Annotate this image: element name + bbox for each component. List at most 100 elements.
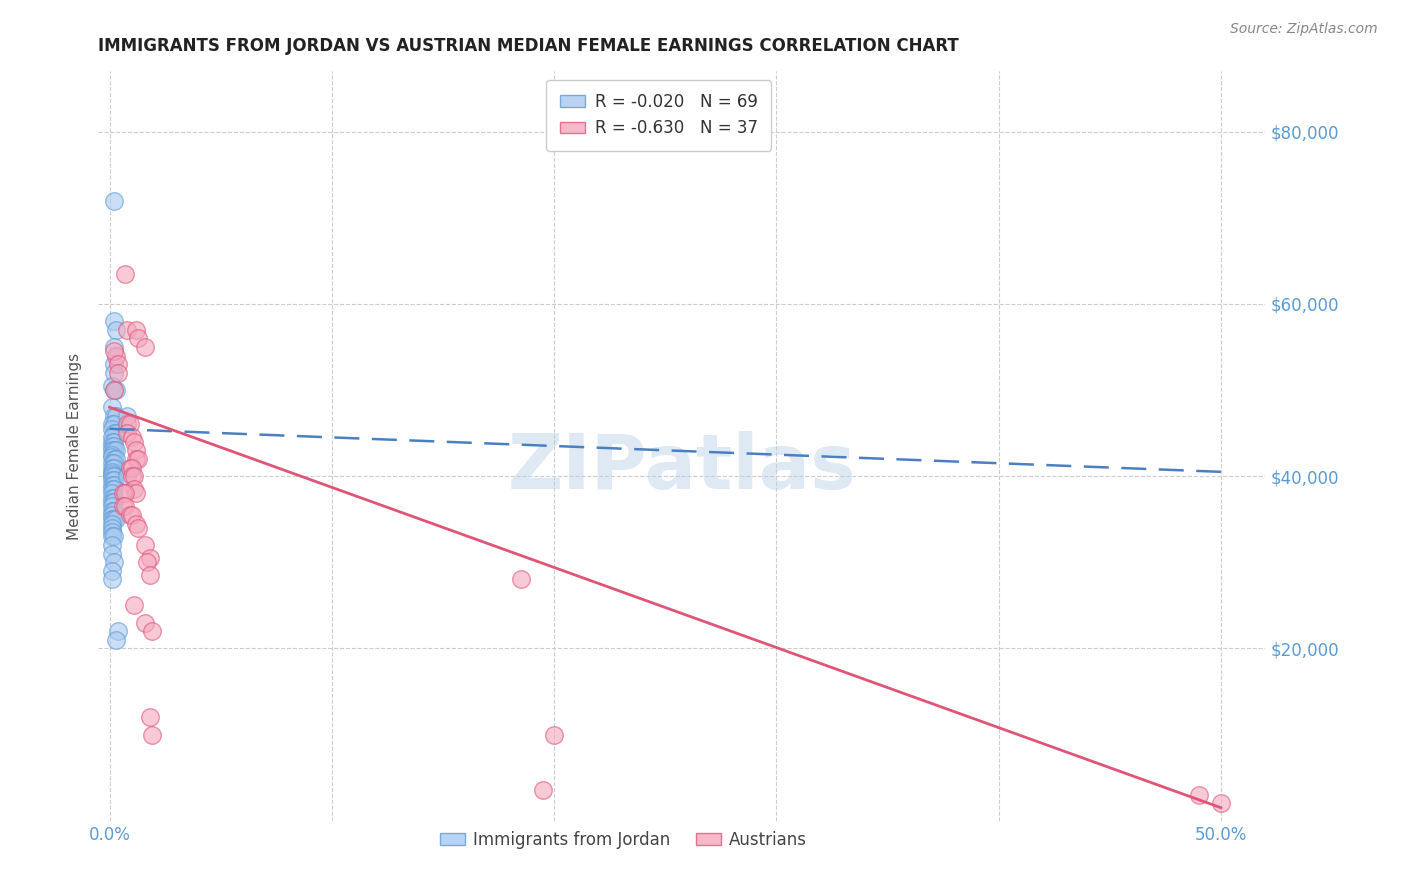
Point (103, 439, 125, 453)
Point (103, 443, 125, 458)
Point (114, 267, 136, 281)
Point (100, 529, 122, 543)
Point (103, 344, 125, 359)
Point (122, 599, 145, 613)
Point (100, 491, 122, 505)
Point (138, 551, 160, 566)
Point (100, 477, 122, 491)
Point (105, 443, 128, 458)
Point (100, 450, 122, 465)
Point (117, 409, 139, 423)
Point (100, 443, 122, 458)
Point (117, 469, 139, 483)
Point (117, 417, 139, 432)
Point (117, 323, 139, 337)
Point (103, 469, 125, 483)
Text: IMMIGRANTS FROM JORDAN VS AUSTRIAN MEDIAN FEMALE EARNINGS CORRELATION CHART: IMMIGRANTS FROM JORDAN VS AUSTRIAN MEDIA… (98, 37, 959, 54)
Point (100, 503, 122, 517)
Point (103, 383, 125, 397)
Point (100, 439, 122, 453)
Point (100, 460, 122, 475)
Point (100, 482, 122, 496)
Point (122, 434, 145, 449)
Point (1209, 797, 1232, 811)
Point (141, 624, 163, 639)
Point (100, 538, 122, 552)
Point (107, 624, 129, 639)
Point (103, 426, 125, 441)
Point (103, 503, 125, 517)
Point (531, 783, 554, 797)
Point (134, 538, 156, 552)
Legend: Immigrants from Jordan, Austrians: Immigrants from Jordan, Austrians (432, 822, 815, 857)
Point (1188, 788, 1211, 802)
Point (100, 430, 122, 444)
Point (105, 451, 128, 466)
Point (118, 460, 141, 475)
Point (103, 451, 125, 466)
Point (105, 323, 128, 337)
Point (100, 486, 122, 500)
Point (105, 512, 128, 526)
Point (103, 417, 125, 432)
Point (125, 323, 148, 337)
Point (125, 443, 148, 458)
Point (100, 525, 122, 540)
Point (100, 474, 122, 488)
Point (136, 555, 159, 569)
Point (107, 357, 129, 371)
Point (118, 508, 141, 522)
Point (125, 451, 148, 466)
Point (117, 426, 139, 441)
Point (103, 491, 125, 505)
Point (127, 521, 149, 535)
Point (103, 194, 125, 208)
Point (100, 521, 122, 535)
Point (103, 477, 125, 491)
Point (141, 727, 163, 741)
Point (118, 417, 141, 432)
Point (103, 460, 125, 475)
Point (103, 366, 125, 380)
Point (509, 573, 531, 587)
Point (100, 500, 122, 514)
Point (103, 409, 125, 423)
Point (103, 474, 125, 488)
Point (100, 547, 122, 561)
Point (103, 482, 125, 496)
Point (100, 512, 122, 526)
Point (125, 516, 148, 531)
Point (100, 422, 122, 436)
Point (100, 467, 122, 482)
Point (111, 486, 134, 500)
Point (121, 460, 143, 475)
Point (103, 434, 125, 449)
Point (127, 331, 149, 345)
Point (103, 456, 125, 470)
Point (125, 486, 148, 500)
Text: Source: ZipAtlas.com: Source: ZipAtlas.com (1230, 22, 1378, 37)
Point (100, 516, 122, 531)
Point (105, 409, 128, 423)
Point (100, 456, 122, 470)
Point (134, 340, 156, 354)
Point (100, 465, 122, 479)
Point (111, 500, 134, 514)
Point (100, 378, 122, 392)
Point (100, 401, 122, 415)
Point (103, 495, 125, 509)
Point (103, 555, 125, 569)
Point (103, 529, 125, 543)
Point (107, 366, 129, 380)
Point (100, 495, 122, 509)
Point (100, 448, 122, 462)
Point (114, 486, 136, 500)
Point (121, 508, 143, 522)
Point (127, 451, 149, 466)
Point (138, 568, 160, 582)
Point (103, 314, 125, 328)
Point (114, 500, 136, 514)
Y-axis label: Median Female Earnings: Median Female Earnings (67, 352, 83, 540)
Point (103, 357, 125, 371)
Point (543, 727, 565, 741)
